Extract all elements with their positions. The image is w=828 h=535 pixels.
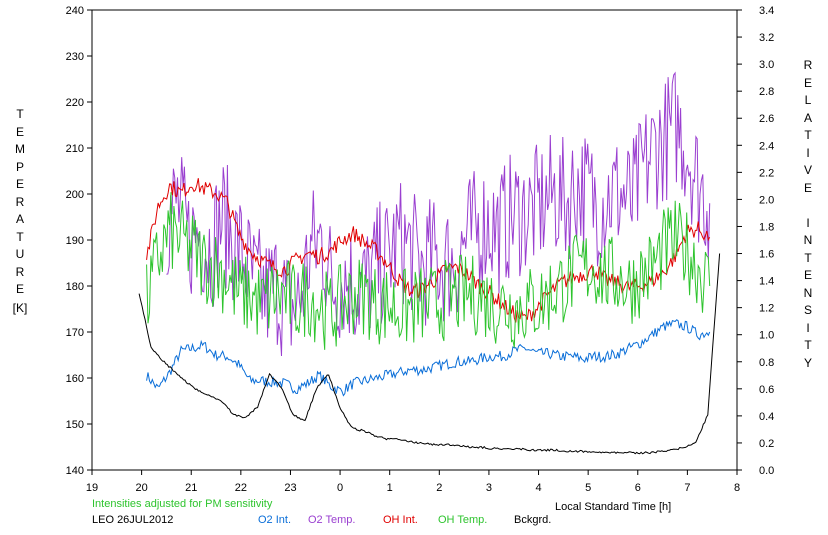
x-tick-label: 7 xyxy=(684,482,690,494)
axis-label-letter: R xyxy=(15,194,25,209)
plot-frame xyxy=(91,9,738,471)
y-right-tick-label: 1.2 xyxy=(759,303,774,315)
axis-label-letter: M xyxy=(15,142,25,156)
y-right-tick-label: 2.8 xyxy=(759,86,774,98)
y-left-tick-label: 190 xyxy=(66,235,84,247)
y-right-tick-label: 1.0 xyxy=(759,330,774,342)
y-left-tick-label: 180 xyxy=(66,281,84,293)
axis-label-letter: E xyxy=(803,180,812,195)
y-right-tick-label: 1.4 xyxy=(759,276,774,288)
y-left-tick-label: 230 xyxy=(66,51,84,63)
y-right-tick-label: 1.8 xyxy=(759,221,774,233)
x-tick-label: 6 xyxy=(635,482,641,494)
y-right-tick-label: 3.2 xyxy=(759,32,774,44)
y-right-tick-label: 2.2 xyxy=(759,167,774,179)
series-line-bckgrd xyxy=(138,253,721,455)
legend-item: OH Int. xyxy=(383,514,418,526)
axis-label-letter: R xyxy=(15,264,25,279)
axis-label-letter: I xyxy=(806,320,810,335)
axis-label-letter: Y xyxy=(803,355,812,370)
legend-item: O2 Temp. xyxy=(308,514,356,526)
x-tick-label: 0 xyxy=(337,482,343,494)
axis-label-letter: T xyxy=(804,128,812,142)
axis-label-letter: E xyxy=(803,75,812,90)
y-right-tick-label: 2.0 xyxy=(759,194,774,206)
x-tick-label: 2 xyxy=(436,482,442,494)
y-right-tick-label: 2.4 xyxy=(759,140,774,152)
x-tick-label: 21 xyxy=(185,482,197,494)
axis-label-letter: A xyxy=(15,212,24,226)
axis-label-letter xyxy=(798,197,818,215)
y-right-tick-label: 0.0 xyxy=(759,465,774,477)
axis-label-letter: T xyxy=(804,338,812,352)
x-axis-title: Local Standard Time [h] xyxy=(555,501,672,513)
y-axis-left-unit: [K] xyxy=(12,301,28,315)
y-right-tick-label: 0.2 xyxy=(759,438,774,450)
x-tick-label: 22 xyxy=(235,482,247,494)
y-right-tick-label: 0.4 xyxy=(759,411,774,423)
x-tick-label: 8 xyxy=(734,482,740,494)
y-right-tick-label: 1.6 xyxy=(759,249,774,261)
axis-label-letter: I xyxy=(806,145,810,160)
x-tick-label: 5 xyxy=(585,482,591,494)
axis-label-letter: R xyxy=(803,58,813,72)
axis-label-letter: P xyxy=(15,159,24,174)
axis-label-letter: U xyxy=(15,247,25,261)
axis-label-letter: V xyxy=(803,163,812,177)
axis-label-letter: N xyxy=(803,285,813,300)
axis-label-letter: E xyxy=(15,124,24,139)
y-left-tick-label: 160 xyxy=(66,373,84,385)
y-left-tick-label: 170 xyxy=(66,327,84,339)
axis-label-letter: S xyxy=(803,303,812,317)
sensitivity-note: Intensities adjusted for PM sensitivity xyxy=(92,498,273,510)
y-right-tick-label: 3.4 xyxy=(759,5,774,17)
axis-label-letter: T xyxy=(16,107,24,121)
y-right-tick-label: 3.0 xyxy=(759,59,774,71)
series-line-oh-temp xyxy=(146,192,711,350)
x-tick-label: 1 xyxy=(387,482,393,494)
legend-item: O2 Int. xyxy=(258,514,292,526)
y-left-tick-label: 150 xyxy=(66,419,84,431)
legend-item: OH Temp. xyxy=(438,514,488,526)
y-right-tick-label: 0.6 xyxy=(759,384,774,396)
y-left-tick-label: 220 xyxy=(66,97,84,109)
x-tick-label: 23 xyxy=(284,482,296,494)
axis-label-letter: E xyxy=(15,177,24,191)
x-tick-label: 4 xyxy=(535,482,541,494)
axis-label-letter: N xyxy=(803,233,813,247)
series-line-o2-int xyxy=(146,319,711,397)
axis-label-letter: T xyxy=(804,250,812,265)
y-right-tick-label: 2.6 xyxy=(759,113,774,125)
series-line-o2-temp xyxy=(166,71,711,357)
y-right-tick-label: 0.8 xyxy=(759,357,774,369)
legend-item: Bckgrd. xyxy=(514,514,552,526)
y-left-tick-label: 210 xyxy=(66,143,84,155)
y-left-tick-label: 240 xyxy=(66,5,84,17)
axis-label-letter: I xyxy=(806,215,810,230)
axis-label-letter: L xyxy=(804,93,812,107)
x-tick-label: 19 xyxy=(86,482,98,494)
y-left-tick-label: 140 xyxy=(66,465,84,477)
axis-label-letter: E xyxy=(803,268,812,282)
axis-label-letter: A xyxy=(803,110,812,125)
axis-label-letter: E xyxy=(15,282,24,296)
station-date: LEO 26JUL2012 xyxy=(92,514,174,526)
x-tick-label: 20 xyxy=(135,482,147,494)
y-left-tick-label: 200 xyxy=(66,189,84,201)
axis-label-letter: T xyxy=(16,229,24,244)
x-tick-label: 3 xyxy=(486,482,492,494)
